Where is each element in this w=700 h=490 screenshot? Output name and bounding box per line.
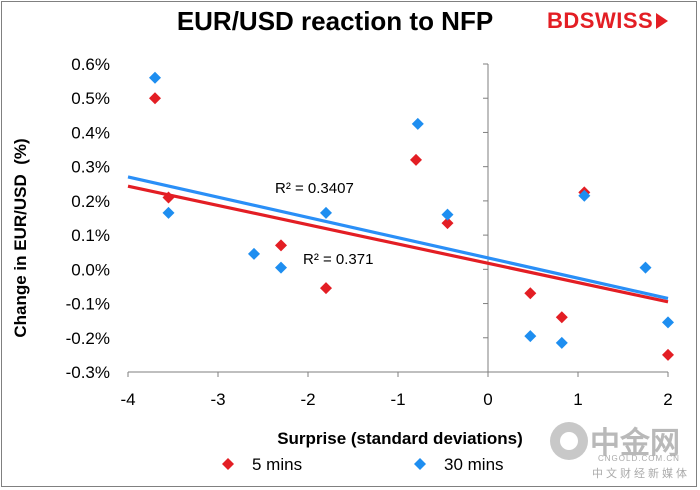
y-tick-label: 0.0%: [71, 260, 110, 279]
x-tick-label: -4: [120, 390, 135, 409]
point-30min: [555, 336, 568, 349]
point-30min: [662, 316, 674, 329]
cngold-logo-icon: [550, 422, 588, 460]
trendline-30min: [127, 175, 669, 300]
logo-text: BDSWISS: [547, 8, 654, 33]
point-5min: [555, 311, 568, 324]
point-5min: [410, 153, 422, 166]
point-30min: [320, 206, 332, 219]
point-5min: [441, 217, 454, 230]
trendlines: [127, 175, 669, 304]
y-tick-label: 0.2%: [71, 192, 110, 211]
point-30min: [578, 189, 591, 202]
watermark-url: CNGOLD.COM.CN: [598, 454, 680, 463]
bdswiss-logo: BDSWISS: [547, 8, 669, 34]
point-30min: [524, 330, 537, 343]
x-tick-label: 0: [483, 390, 492, 409]
y-tick-label: 0.4%: [71, 123, 110, 142]
y-tick-label: 0.1%: [71, 226, 110, 245]
point-5min: [524, 287, 537, 300]
logo-arrow-icon: [656, 13, 669, 29]
point-5min: [149, 92, 161, 105]
cngold-watermark: 中金网 CNGOLD.COM.CN 中文财经新媒体: [548, 418, 698, 484]
legend-label-5min: 5 mins: [252, 455, 302, 474]
x-tick-label: -1: [390, 390, 405, 409]
point-5min: [162, 191, 175, 204]
watermark-chinese-text: 中金网: [590, 426, 680, 461]
data-points: [149, 71, 674, 361]
y-tick-label: -0.3%: [66, 363, 110, 382]
point-30min: [248, 247, 260, 260]
y-tick-label: 0.6%: [71, 55, 110, 74]
y-axis-title: Change in EUR/USD (%): [11, 138, 30, 337]
point-5min: [275, 239, 287, 252]
y-tick-label: -0.2%: [66, 329, 110, 348]
y-tick-label: 0.5%: [71, 89, 110, 108]
point-5min: [320, 282, 332, 295]
point-5min: [662, 348, 674, 361]
point-30min: [411, 117, 424, 130]
x-axis-title: Surprise (standard deviations): [277, 429, 523, 448]
point-30min: [639, 261, 652, 274]
x-tick-label: 2: [663, 390, 672, 409]
axes: [127, 63, 669, 377]
point-30min: [162, 206, 175, 219]
y-tick-label: -0.1%: [66, 295, 110, 314]
legend-label-30min: 30 mins: [444, 455, 504, 474]
x-tick-label: -2: [300, 390, 315, 409]
y-tick-label: 0.3%: [71, 158, 110, 177]
axis-labels: -0.3% -0.2% -0.1% 0.0% 0.1% 0.2% 0.3% 0.4% 0.5% 0…: [66, 55, 673, 409]
legend: 5 mins 30 mins: [222, 455, 504, 474]
point-30min: [275, 261, 287, 274]
chart-title: EUR/USD reaction to NFP: [176, 6, 494, 36]
x-tick-label: -3: [210, 390, 225, 409]
legend-marker-5min: [222, 458, 234, 470]
point-30min: [441, 208, 454, 221]
r2-label-5min: R² = 0.371: [303, 251, 373, 268]
r2-label-30min: R² = 0.3407: [275, 180, 354, 197]
trendline-5min: [127, 184, 669, 304]
point-30min: [149, 71, 161, 84]
legend-marker-30min: [414, 458, 426, 470]
watermark-subtitle: 中文财经新媒体: [592, 467, 690, 480]
x-tick-label: 1: [573, 390, 582, 409]
